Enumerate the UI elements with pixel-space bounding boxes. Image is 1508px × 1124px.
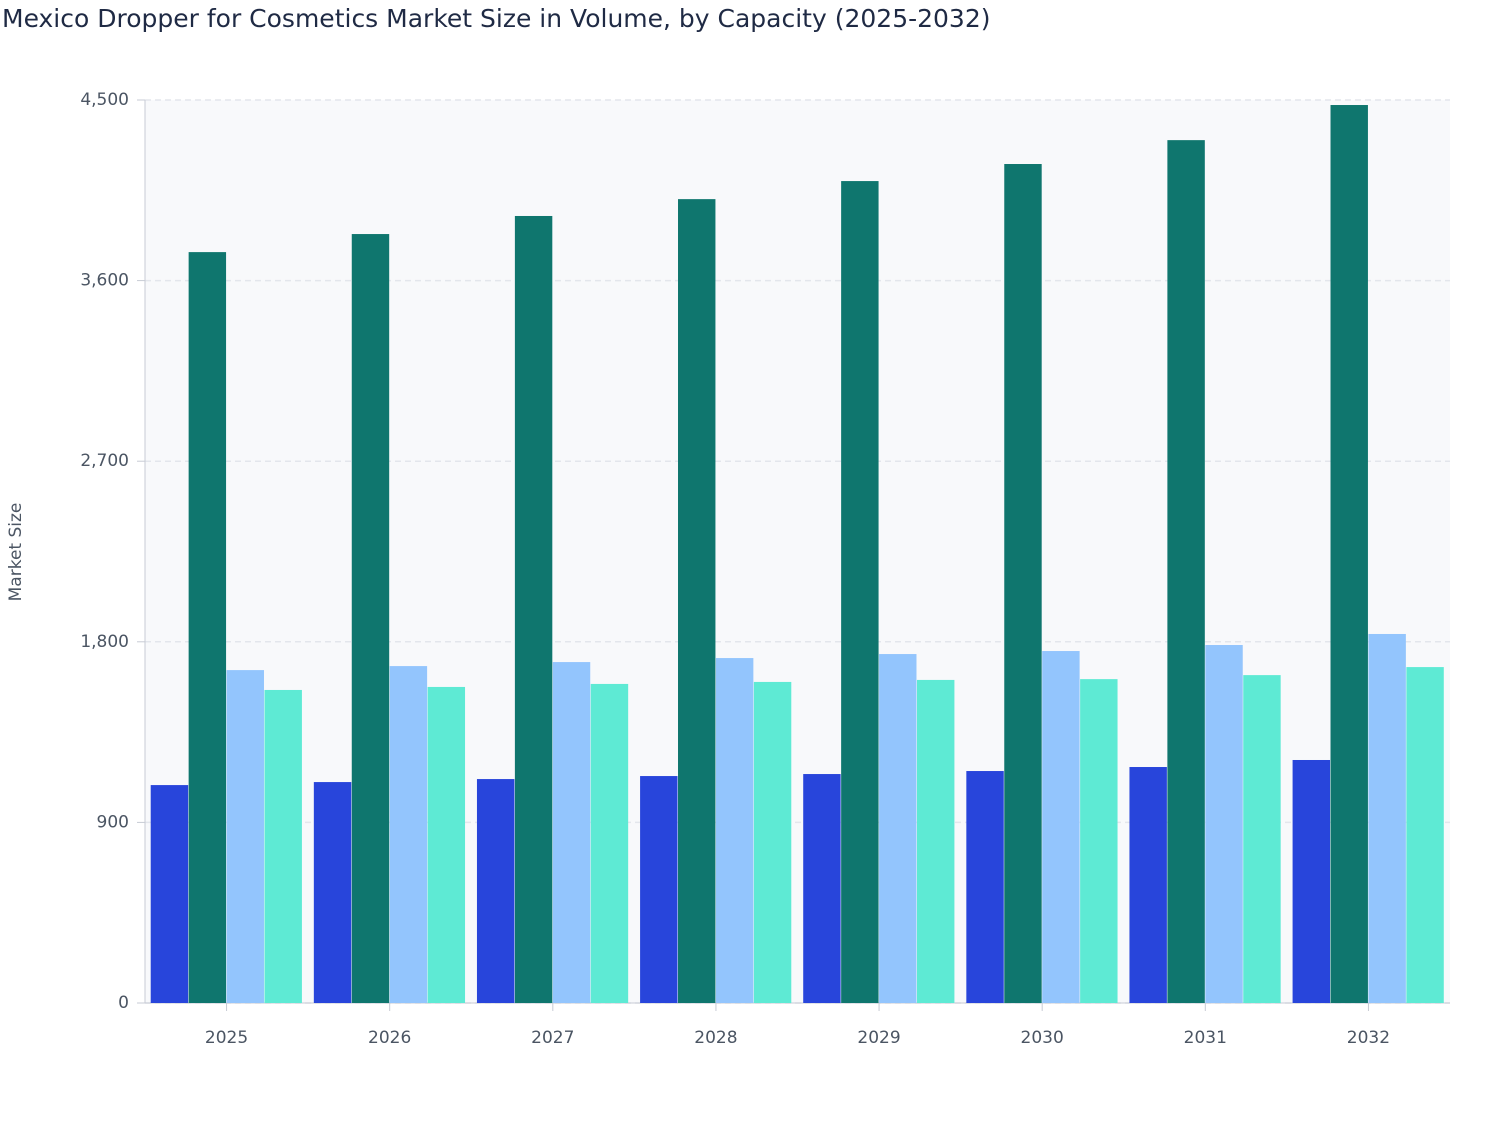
- bar: [1167, 140, 1205, 1004]
- y-tick-label: 1,800: [80, 632, 129, 652]
- bar: [803, 774, 841, 1003]
- x-tick-label: 2028: [694, 1028, 737, 1048]
- bar: [1129, 767, 1167, 1003]
- x-tick-label: 2029: [857, 1028, 900, 1048]
- y-tick-label: 4,500: [80, 90, 129, 110]
- bar: [351, 234, 390, 1003]
- bar: [1042, 651, 1080, 1003]
- bar: [150, 785, 189, 1003]
- x-tick-label: 2025: [205, 1028, 248, 1048]
- x-tick-label: 2027: [531, 1028, 574, 1048]
- y-tick-label: 0: [118, 993, 129, 1013]
- bar: [1205, 645, 1243, 1003]
- x-tick-label: 2026: [368, 1028, 411, 1048]
- bar: [1406, 667, 1444, 1003]
- x-tick-label: 2031: [1184, 1028, 1227, 1048]
- bar: [916, 679, 955, 1003]
- y-tick-label: 3,600: [80, 271, 129, 291]
- bar: [427, 686, 466, 1003]
- bar: [1330, 105, 1368, 1004]
- bar: [841, 181, 879, 1003]
- bar: [389, 666, 428, 1003]
- bar: [590, 683, 629, 1003]
- bar: [264, 689, 302, 1003]
- bar: [1292, 759, 1331, 1003]
- bar: [966, 771, 1004, 1003]
- bar: [514, 215, 553, 1003]
- bar: [1368, 633, 1406, 1003]
- bar: [226, 670, 264, 1003]
- bar: [715, 658, 754, 1003]
- bar: [476, 779, 515, 1003]
- y-tick-label: 2,700: [80, 451, 129, 471]
- x-tick-label: 2030: [1021, 1028, 1064, 1048]
- bar: [1080, 679, 1118, 1003]
- bar: [1004, 164, 1042, 1003]
- bar: [188, 252, 227, 1003]
- bar: [753, 681, 792, 1003]
- bar: [313, 782, 352, 1003]
- chart-title: Mexico Dropper for Cosmetics Market Size…: [2, 4, 991, 33]
- bar: [552, 662, 591, 1003]
- bar: [1243, 675, 1281, 1003]
- bar: [678, 199, 716, 1003]
- bar: [640, 776, 678, 1003]
- y-tick-label: 900: [97, 812, 129, 832]
- y-axis-title: Market Size: [6, 503, 26, 602]
- bar: [879, 654, 917, 1003]
- x-tick-label: 2032: [1347, 1028, 1390, 1048]
